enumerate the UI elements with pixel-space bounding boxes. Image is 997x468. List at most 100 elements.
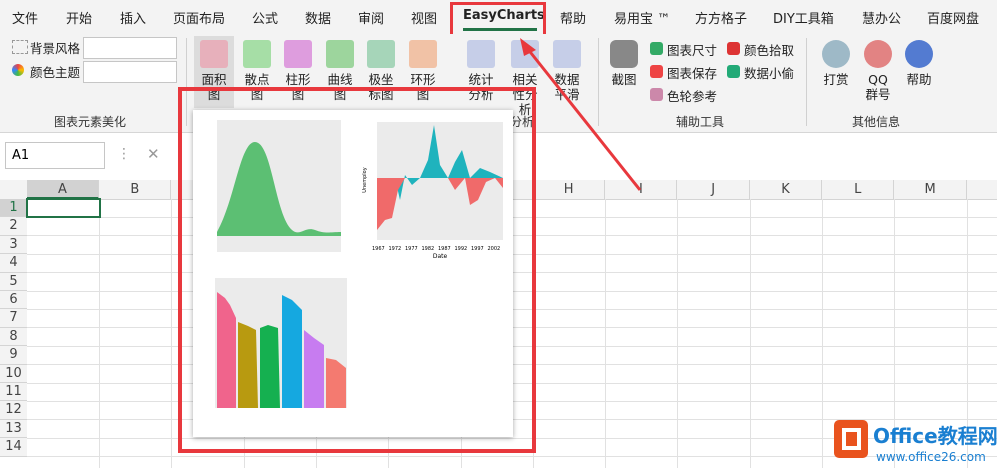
column-header[interactable]: L	[822, 180, 895, 199]
other-button[interactable]: QQ群号	[865, 72, 891, 102]
chart-icon	[200, 40, 228, 68]
analysis-icon	[467, 40, 495, 68]
separator	[806, 38, 807, 126]
row-header[interactable]: 3	[0, 235, 27, 255]
tab[interactable]: 公式	[252, 12, 279, 27]
row-header[interactable]: 13	[0, 419, 27, 439]
row-header[interactable]: 5	[0, 272, 27, 291]
watermark-url: www.office26.com	[876, 450, 986, 464]
watermark-logo	[834, 420, 868, 458]
row-header[interactable]: 10	[0, 364, 27, 383]
tab[interactable]: 插入	[120, 12, 147, 27]
tool-item[interactable]: 颜色拾取	[744, 43, 795, 58]
column-header[interactable]: I	[605, 180, 678, 199]
row-header[interactable]: 12	[0, 401, 27, 420]
tab[interactable]: 页面布局	[173, 12, 226, 27]
column-header[interactable]: J	[678, 180, 750, 199]
x-labels: 1967 1972 1977 1982 1987 1992 1997 2002	[372, 246, 500, 252]
column-header[interactable]: B	[99, 180, 172, 199]
y-title: Unemploy	[362, 167, 368, 192]
chart-icon	[243, 40, 271, 68]
tab[interactable]: 方方格子	[695, 12, 748, 27]
analysis-icon	[553, 40, 581, 68]
tool-item[interactable]: 图表保存	[667, 66, 718, 81]
bg-icon	[12, 40, 28, 54]
arrow	[525, 47, 642, 191]
diverging-area-thumb[interactable]: 1967 1972 1977 1982 1987 1992 1997 2002 Date Un…	[362, 122, 503, 260]
row-header[interactable]: 9	[0, 346, 27, 365]
column-line	[749, 199, 751, 468]
other-button[interactable]: 打赏	[823, 72, 849, 87]
chart-icon	[326, 40, 354, 68]
tab[interactable]: EasyCharts	[463, 8, 545, 23]
row-line	[27, 456, 997, 458]
tab[interactable]: 慧办公	[862, 12, 902, 27]
other-icon	[864, 40, 892, 68]
row-header[interactable]: 14	[0, 438, 27, 457]
tab[interactable]: 百度网盘	[927, 12, 980, 27]
x-label: 1987	[438, 246, 451, 252]
tab[interactable]: 文件	[12, 12, 39, 27]
style-select[interactable]	[83, 37, 177, 59]
other-icon	[822, 40, 850, 68]
tab[interactable]: 数据	[305, 12, 332, 27]
tool-icon	[650, 42, 663, 55]
color-theme[interactable]: 颜色主题	[30, 65, 81, 80]
column-header[interactable]: K	[750, 180, 822, 199]
x-label: 1972	[389, 246, 402, 252]
watermark-title: Office教程网	[873, 424, 997, 448]
x-title: Date	[433, 253, 448, 260]
tab[interactable]: DIY工具箱	[773, 12, 834, 27]
group-label: 图表元素美化	[53, 115, 126, 129]
column-line	[894, 199, 896, 468]
cancel[interactable]: ✕	[147, 145, 160, 163]
tool-icon	[727, 65, 740, 78]
highlight-box	[178, 87, 536, 453]
tab[interactable]: 视图	[411, 12, 438, 27]
x-label: 1967	[372, 246, 385, 252]
tool-item[interactable]: 数据小偷	[744, 66, 795, 81]
tab[interactable]: 开始	[66, 12, 93, 27]
tool-button[interactable]: 截图	[611, 72, 637, 87]
tab[interactable]: 易用宝 ™	[614, 12, 671, 27]
other-button[interactable]: 帮助	[906, 72, 932, 87]
column-line	[677, 199, 679, 468]
stacked-bars-thumb[interactable]	[215, 278, 347, 408]
row-header[interactable]: 11	[0, 383, 27, 402]
other-icon	[905, 40, 933, 68]
tool-item[interactable]: 色轮参考	[667, 89, 718, 104]
group-label: 其他信息	[851, 115, 900, 129]
tool-icon	[650, 65, 663, 78]
column-header[interactable]: M	[895, 180, 967, 199]
area-chart-thumb[interactable]	[217, 120, 341, 252]
row-header[interactable]: 2	[0, 217, 27, 236]
column-line	[171, 199, 173, 468]
row-header[interactable]: 8	[0, 327, 27, 347]
tool-item[interactable]: 图表尺寸	[667, 43, 718, 58]
column-header[interactable]: H	[533, 180, 606, 199]
selected-cell[interactable]	[26, 198, 101, 218]
row-header[interactable]: 4	[0, 254, 27, 273]
separator	[186, 38, 187, 126]
column-line	[822, 199, 823, 468]
dots: ⋮	[117, 146, 131, 162]
name-box[interactable]: A1	[5, 142, 105, 169]
theme-select[interactable]	[83, 61, 177, 83]
tab[interactable]: 帮助	[560, 12, 587, 27]
analysis-button[interactable]: 数据平滑	[554, 72, 580, 102]
row-header[interactable]: 6	[0, 291, 27, 310]
row-header[interactable]: 7	[0, 309, 27, 328]
tab[interactable]: 审阅	[358, 12, 385, 27]
column-line	[605, 199, 607, 468]
x-label: 2002	[488, 246, 501, 252]
row-header[interactable]: 1	[0, 199, 27, 218]
column-line	[966, 199, 968, 468]
tool-icon	[727, 42, 740, 55]
chart-icon	[409, 40, 437, 68]
tool-icon	[650, 88, 663, 101]
background-style[interactable]: 背景风格	[30, 41, 81, 56]
active-underline	[463, 28, 537, 31]
row-line	[27, 437, 997, 439]
